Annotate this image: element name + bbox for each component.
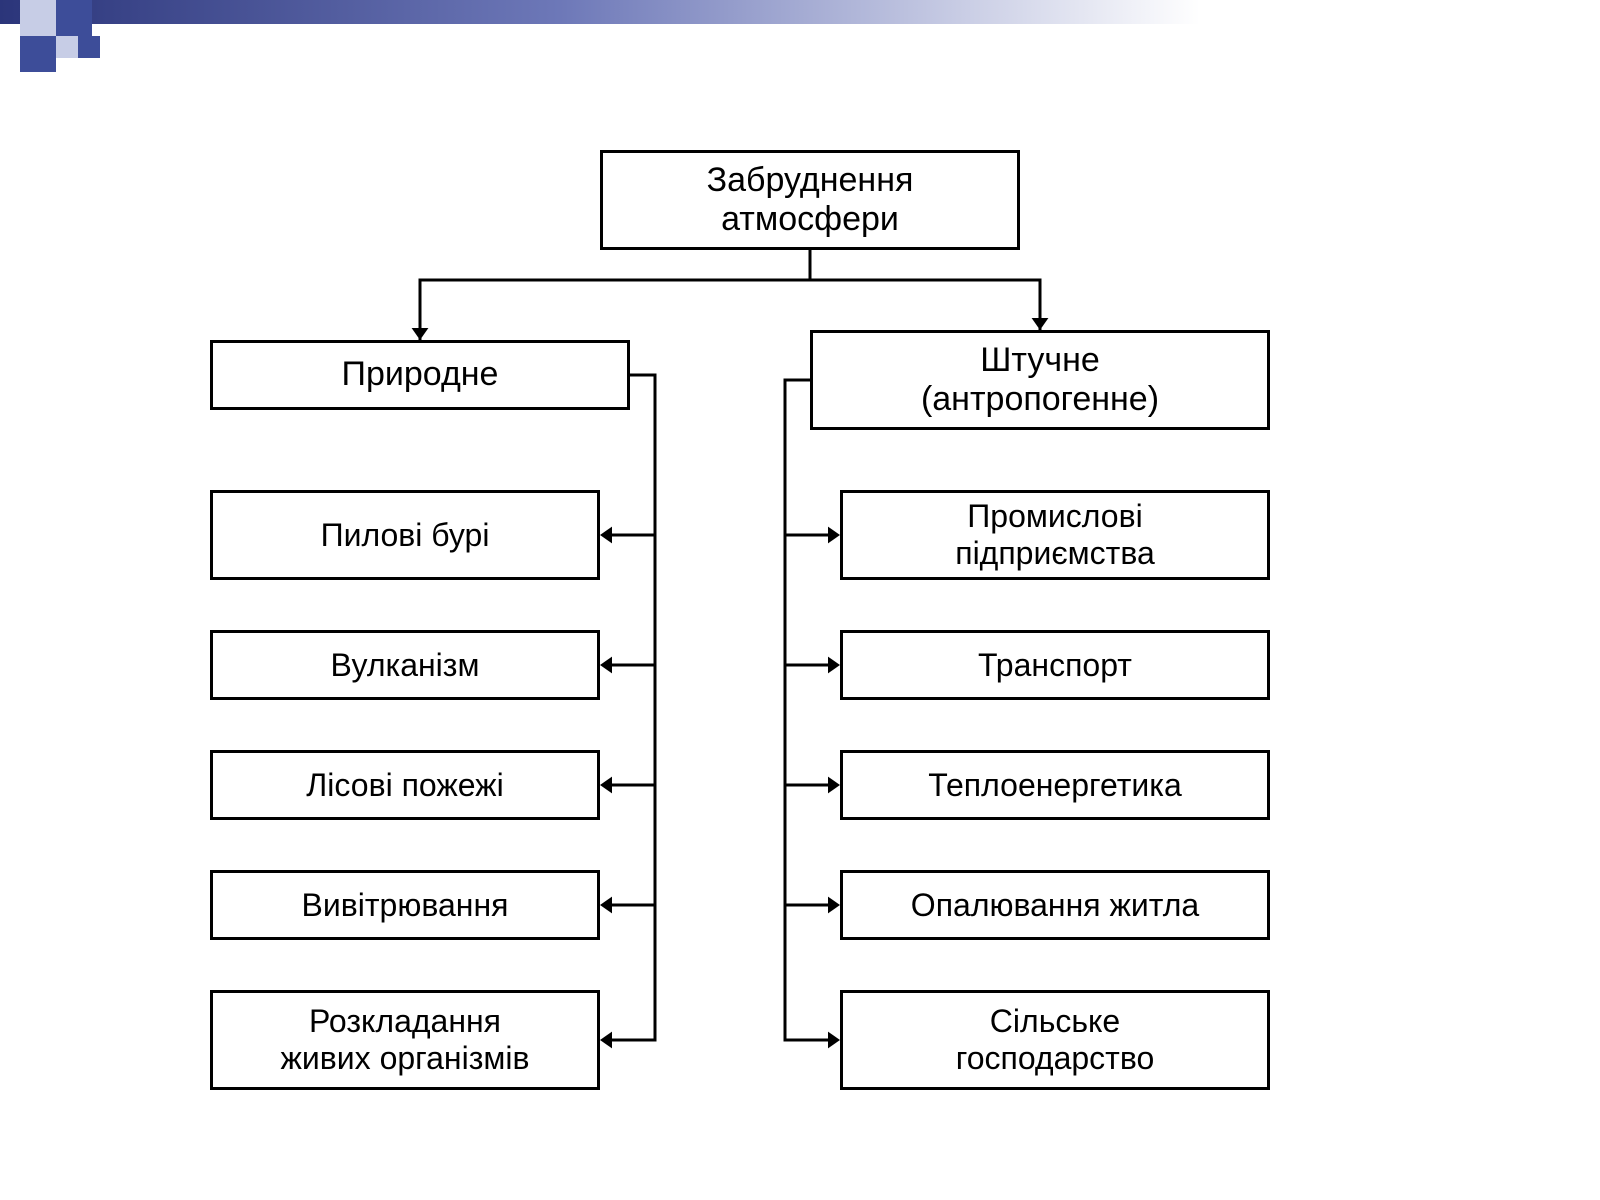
branch-artificial-label-line2: (антропогенне) [921,380,1159,419]
leaf-agri-label-line2: господарство [956,1040,1155,1077]
leaf-transport-label: Транспорт [978,647,1132,684]
root-label-line1: Забруднення [707,161,914,200]
leaf-decomp-label-line2: живих організмів [281,1040,530,1077]
branch-artificial: Штучне (антропогенне) [810,330,1270,430]
slide-top-accent [0,0,1600,60]
leaf-thermal: Теплоенергетика [840,750,1270,820]
leaf-industry: Промислові підприємства [840,490,1270,580]
leaf-dust-storms: Пилові бурі [210,490,600,580]
leaf-heating: Опалювання житла [840,870,1270,940]
leaf-forest-fires: Лісові пожежі [210,750,600,820]
root-node: Забруднення атмосфери [600,150,1020,250]
leaf-industry-label-line1: Промислові [955,498,1155,535]
branch-artificial-label-line1: Штучне [921,341,1159,380]
top-accent-graphic [0,0,1600,80]
leaf-thermal-label: Теплоенергетика [928,767,1182,804]
leaf-industry-label-line2: підприємства [955,535,1155,572]
leaf-transport: Транспорт [840,630,1270,700]
leaf-decomposition: Розкладання живих організмів [210,990,600,1090]
branch-natural-label: Природне [342,355,499,394]
root-label-line2: атмосфери [707,200,914,239]
branch-natural: Природне [210,340,630,410]
leaf-agri-label-line1: Сільське [956,1003,1155,1040]
leaf-weather-label: Вивітрювання [302,887,509,924]
leaf-volcanism: Вулканізм [210,630,600,700]
slide: Забруднення атмосфери Природне Штучне (а… [0,0,1600,1200]
leaf-weathering: Вивітрювання [210,870,600,940]
leaf-dust-label: Пилові бурі [321,517,490,554]
leaf-decomp-label-line1: Розкладання [281,1003,530,1040]
leaf-agriculture: Сільське господарство [840,990,1270,1090]
leaf-volcano-label: Вулканізм [331,647,480,684]
leaf-fires-label: Лісові пожежі [306,767,503,804]
leaf-heating-label: Опалювання житла [911,887,1199,924]
